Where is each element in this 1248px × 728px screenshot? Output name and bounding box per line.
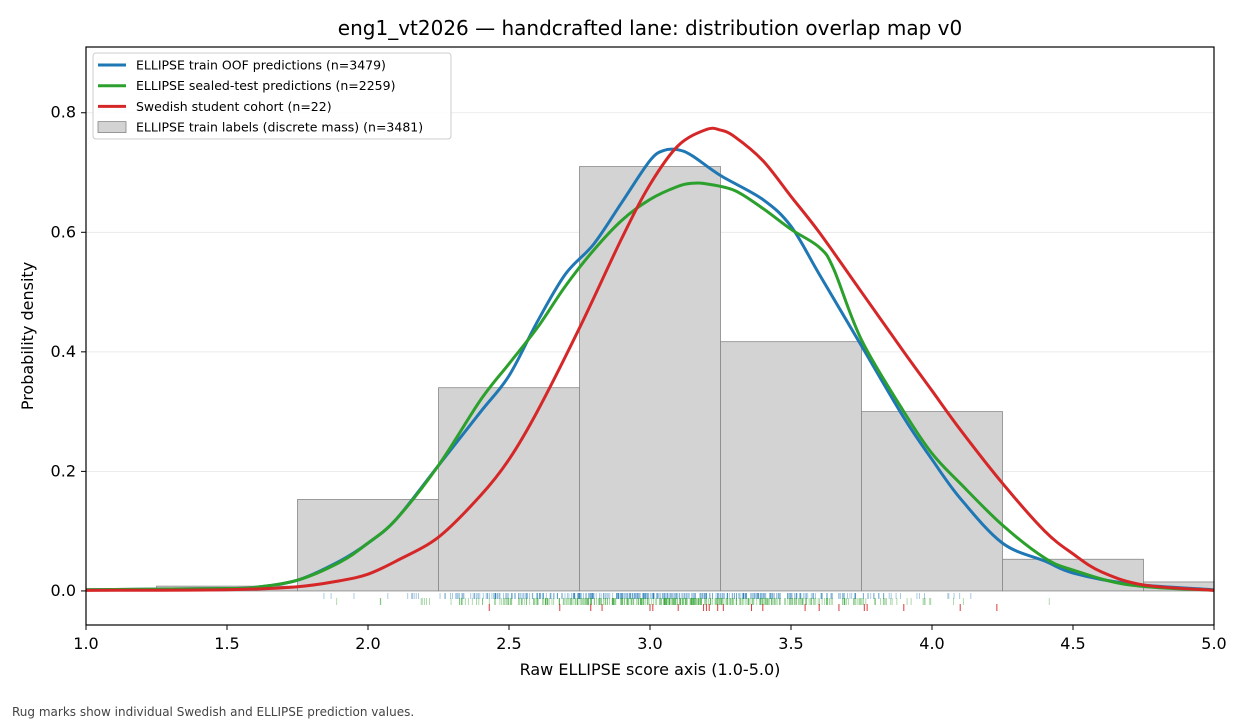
rug-marks <box>323 593 1050 611</box>
histogram-bar <box>720 341 862 592</box>
histogram-bar <box>1002 558 1144 592</box>
x-tick-label: 1.5 <box>214 634 239 653</box>
x-tick-label: 2.0 <box>355 634 380 653</box>
chart-footnote: Rug marks show individual Swedish and EL… <box>12 705 415 719</box>
legend-label: ELLIPSE train OOF predictions (n=3479) <box>136 58 386 73</box>
histogram-bar <box>438 387 580 592</box>
y-tick-label: 0.4 <box>51 342 76 361</box>
x-tick-label: 4.0 <box>919 634 944 653</box>
histogram-bar <box>579 166 721 592</box>
legend-label: Swedish student cohort (n=22) <box>136 99 332 114</box>
y-tick-label: 0.6 <box>51 222 76 241</box>
y-tick-label: 0.8 <box>51 103 76 122</box>
histogram-bars <box>156 166 1215 592</box>
legend-label: ELLIPSE sealed-test predictions (n=2259) <box>136 78 395 93</box>
x-tick-label: 3.0 <box>637 634 662 653</box>
y-tick-label: 0.0 <box>51 581 76 600</box>
legend-box <box>92 52 452 140</box>
histogram-bar <box>297 499 439 592</box>
y-tick-label: 0.2 <box>51 461 76 480</box>
density-curves <box>85 126 1215 592</box>
x-tick-label: 3.5 <box>778 634 803 653</box>
density-curve <box>85 181 1215 592</box>
legend-patch <box>97 121 127 133</box>
y-axis-label: Probability density <box>18 262 37 410</box>
x-axis-label: Raw ELLIPSE score axis (1.0-5.0) <box>520 660 781 679</box>
legend: ELLIPSE train OOF predictions (n=3479) EL… <box>92 52 452 140</box>
chart-title: eng1_vt2026 — handcrafted lane: distribu… <box>338 16 962 40</box>
y-axis: 0.0 0.2 0.4 0.6 0.8 <box>51 103 86 600</box>
density-curve <box>85 126 1215 592</box>
x-tick-label: 5.0 <box>1201 634 1226 653</box>
x-tick-label: 1.0 <box>73 634 98 653</box>
x-axis: 1.0 1.5 2.0 2.5 3.0 3.5 4.0 4.5 5.0 <box>73 625 1227 653</box>
x-tick-label: 4.5 <box>1060 634 1085 653</box>
histogram-bar <box>861 411 1003 592</box>
x-tick-label: 2.5 <box>496 634 521 653</box>
legend-label: ELLIPSE train labels (discrete mass) (n=… <box>136 120 423 135</box>
